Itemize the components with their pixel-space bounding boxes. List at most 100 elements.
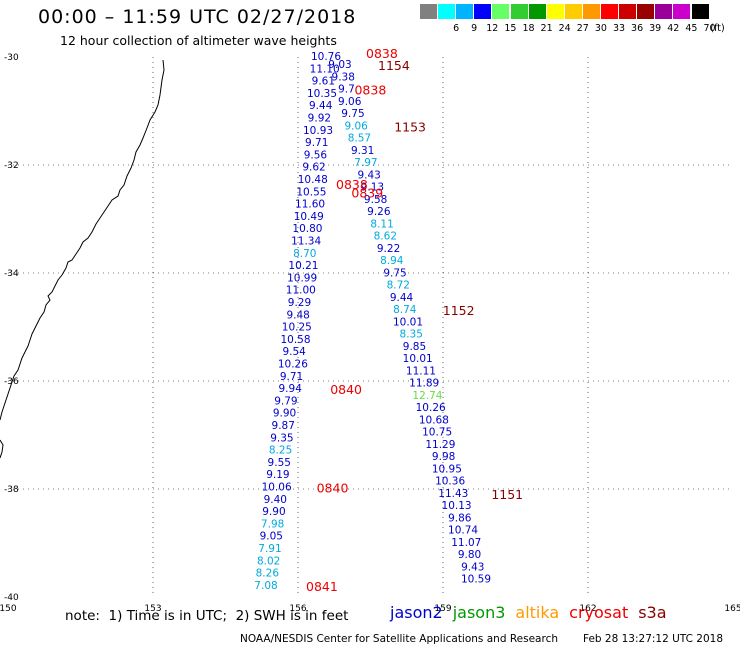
legend-label: 9 [471, 23, 478, 34]
axis-tick-labels: 150 153 156 159 162 165 -30 -32 -34 -36 -38 -40 [0, 53, 740, 614]
legend-swatch [637, 4, 655, 19]
wave-height-value: 10.01 [403, 353, 433, 365]
wave-height-value: 7.08 [254, 580, 277, 592]
wave-height-value: 9.90 [273, 408, 296, 420]
legend-label: 70 [703, 23, 716, 34]
lon-tick-label: 159 [434, 604, 451, 614]
wave-height-value: 10.74 [448, 525, 478, 537]
pass-time-label: 1152 [443, 303, 475, 318]
pass-time-labels: 0838083908400840084111540838115311521151… [306, 46, 523, 594]
legend-label: 27 [576, 23, 589, 34]
wave-height-value: 10.21 [288, 260, 318, 272]
legend-swatch [456, 4, 474, 19]
wave-height-value: 9.43 [357, 169, 380, 181]
wave-height-value: 9.40 [264, 494, 287, 506]
generated-timestamp: Feb 28 13:27:12 UTC 2018 [583, 633, 723, 645]
legend-swatch [420, 4, 437, 19]
legend-label: 33 [612, 23, 626, 34]
pass-time-label: 1151 [491, 487, 523, 502]
wave-height-value: 9.85 [403, 341, 426, 353]
wave-height-value: 11.10 [310, 63, 340, 75]
legend-swatch [582, 4, 600, 19]
legend-label: 18 [522, 23, 535, 34]
wave-height-value: 8.02 [257, 555, 280, 567]
wave-height-value: 11.43 [438, 488, 468, 500]
wave-height-value: 11.60 [295, 199, 325, 211]
wave-height-value: 9.71 [280, 371, 303, 383]
legend-swatch [528, 4, 546, 19]
wave-height-value: 8.74 [393, 304, 417, 316]
wave-height-value: 9.56 [304, 149, 328, 161]
wave-height-value: 10.75 [422, 427, 452, 439]
wave-height-value: 10.59 [461, 574, 491, 586]
wave-height-value: 10.26 [416, 402, 446, 414]
wave-height-value: 10.58 [280, 334, 310, 346]
wave-height-value: 8.94 [380, 255, 404, 267]
wave-height-value: 10.93 [303, 125, 333, 137]
wave-height-value: 8.35 [400, 329, 423, 341]
legend-swatch [492, 4, 510, 19]
legend-swatch [546, 4, 564, 19]
legend-swatch [474, 4, 492, 19]
legend-swatch [619, 4, 637, 19]
wave-height-value: 9.75 [341, 108, 364, 120]
legend-label: 36 [631, 23, 644, 34]
wave-height-value: 9.92 [308, 113, 331, 125]
wave-height-value: 8.70 [293, 248, 316, 260]
legend-swatch [673, 4, 691, 19]
wave-height-value: 9.29 [288, 297, 311, 309]
wave-height-value: 9.98 [432, 451, 455, 463]
wave-height-value: 10.26 [278, 359, 308, 371]
wave-height-value: 10.80 [292, 223, 322, 235]
wave-height-value: 9.7 [338, 84, 355, 96]
series-jason3: jason3 [452, 603, 506, 622]
lat-tick-label: -34 [4, 269, 19, 279]
wave-height-value: 9.90 [262, 506, 285, 518]
wave-height-value: 9.80 [458, 549, 481, 561]
lon-tick-label: 156 [289, 604, 306, 614]
wave-height-value: 9.54 [282, 346, 306, 358]
legend-unit: (ft) [710, 23, 725, 34]
legend-label: 12 [486, 23, 499, 34]
coastline [0, 59, 165, 421]
wave-height-value: 9.13 [361, 182, 384, 194]
legend-swatch [691, 4, 709, 19]
legend-swatch [510, 4, 528, 19]
satellite-series-legend: jason2 jason3 altika cryosat s3a [390, 603, 677, 622]
wave-height-value: 9.86 [448, 512, 472, 524]
lat-tick-label: -32 [4, 161, 19, 171]
wave-height-value: 9.55 [268, 457, 291, 469]
wave-height-value: 9.48 [286, 309, 309, 321]
wave-height-value: 9.94 [279, 383, 303, 395]
legend-swatch [655, 4, 673, 19]
legend-label: 42 [667, 23, 680, 34]
legend-swatch [601, 4, 618, 19]
wave-height-value: 10.13 [442, 500, 472, 512]
legend-label: 39 [649, 23, 662, 34]
wave-height-value: 10.76 [311, 51, 341, 63]
wave-height-value: 9.03 [328, 59, 351, 71]
wave-height-value: 9.38 [332, 71, 355, 83]
wave-height-value: 7.97 [354, 157, 377, 169]
lon-tick-label: 153 [144, 604, 161, 614]
pass-time-label: 0838 [354, 83, 386, 98]
pass-time-label: 1154 [378, 58, 410, 73]
legend-swatch [564, 4, 582, 19]
pass-time-label: 1153 [394, 119, 426, 134]
series-s3a: s3a [638, 603, 667, 622]
wave-height-value: 8.72 [387, 280, 410, 292]
wave-height-value: 9.71 [305, 137, 328, 149]
series-cryosat: cryosat [569, 603, 629, 622]
wave-height-value: 11.00 [286, 285, 316, 297]
wave-height-value: 9.26 [367, 206, 391, 218]
wave-height-value: 9.31 [351, 145, 374, 157]
legend-label: 30 [594, 23, 607, 34]
wave-height-value: 9.43 [461, 561, 484, 573]
legend-swatch [438, 4, 456, 19]
wave-height-value: 9.62 [302, 162, 325, 174]
wave-height-value: 10.95 [432, 463, 462, 475]
wave-height-value: 9.06 [338, 96, 362, 108]
page-title: 00:00 – 11:59 UTC 02/27/2018 [38, 6, 357, 28]
wave-height-value: 9.05 [260, 531, 283, 543]
